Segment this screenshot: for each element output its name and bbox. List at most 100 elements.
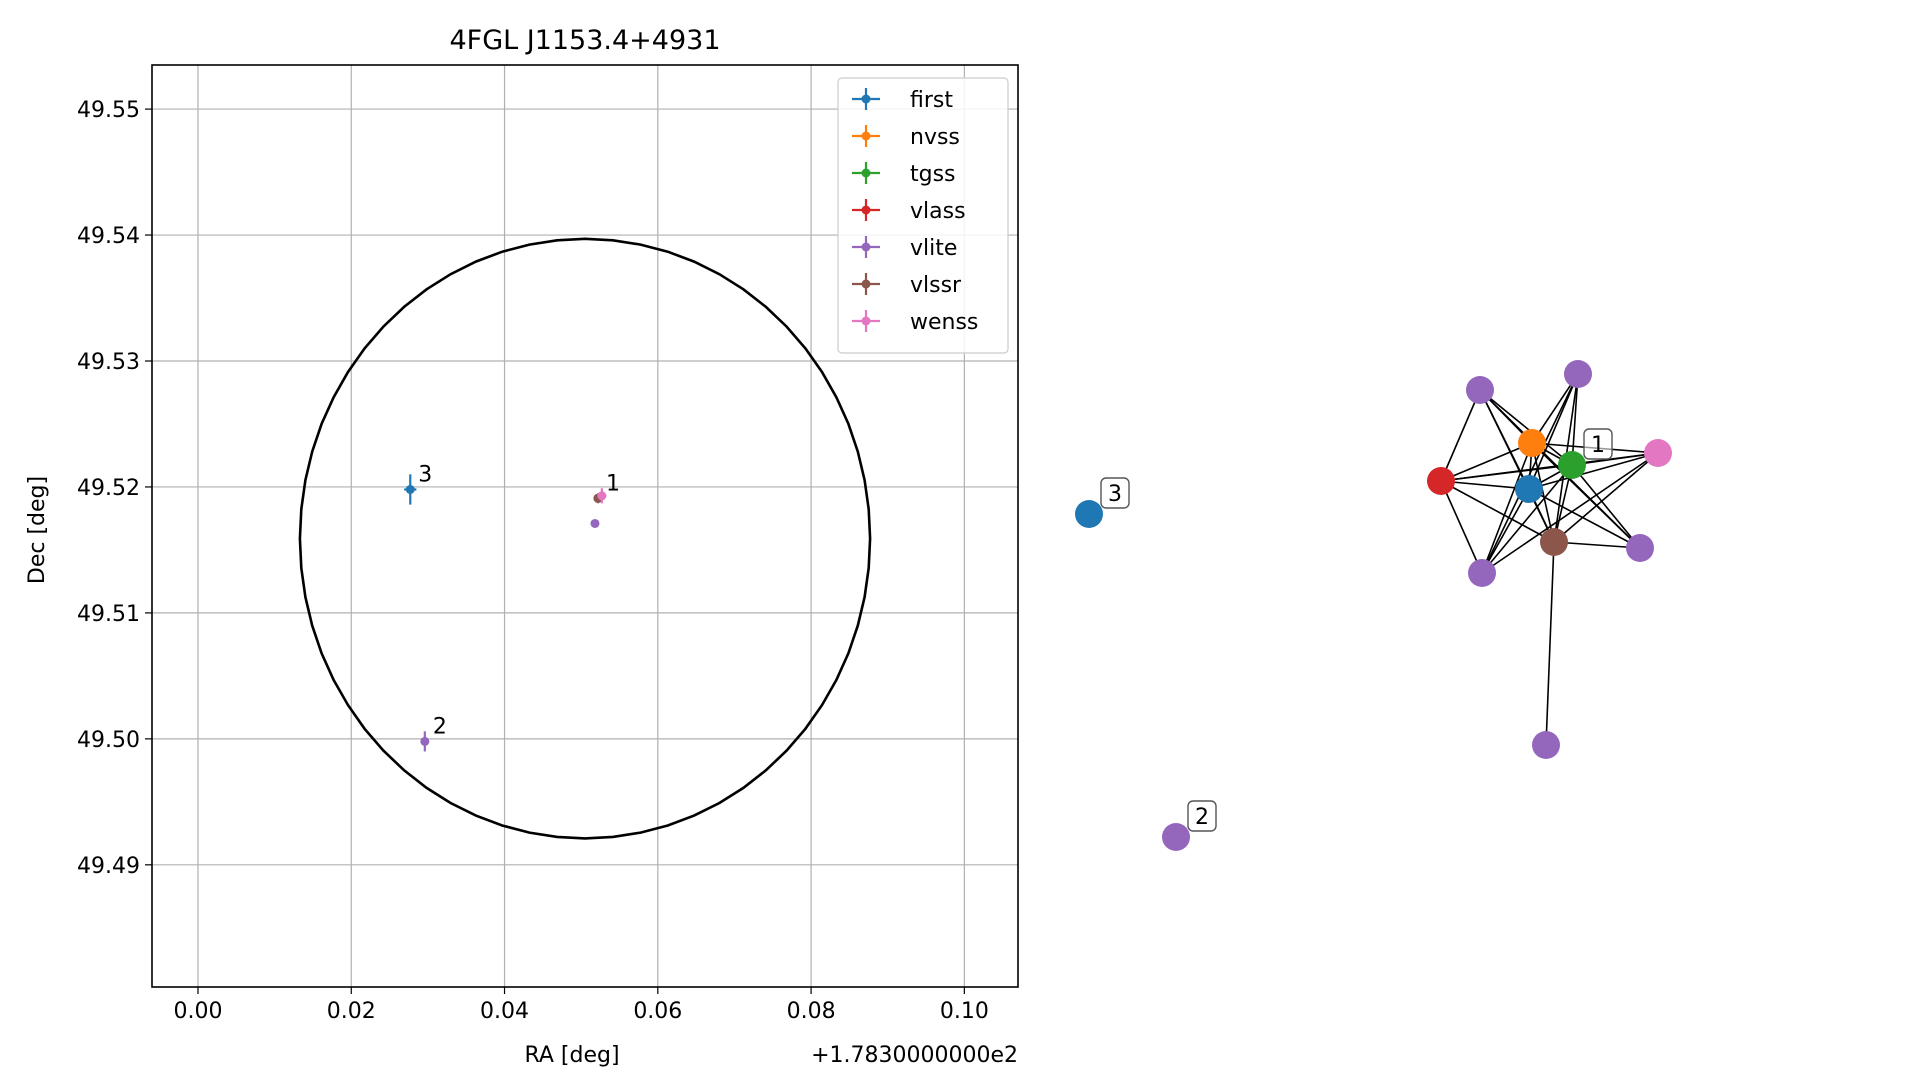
- y-axis-ticks: 49.49 49.50 49.51 49.52 49.53 49.54 49.55: [77, 98, 152, 879]
- network-label-box: [1583, 428, 1613, 460]
- point-marker: [420, 736, 430, 746]
- network-nodes: [1075, 360, 1672, 851]
- error-ellipse-layer: [298, 237, 872, 840]
- legend-marker: [861, 316, 871, 326]
- network-labels: 1 3 2: [1100, 428, 1613, 832]
- network-node-vlite_e: [1532, 731, 1560, 759]
- data-point-wenss: [597, 488, 607, 504]
- legend-box: [837, 77, 1009, 354]
- y-tick-label: 49.49: [77, 854, 140, 879]
- x-tick-label: 0.04: [480, 999, 529, 1024]
- error-ellipse: [298, 237, 872, 840]
- legend-label: tgss: [910, 162, 956, 187]
- y-tick-label: 49.54: [77, 224, 140, 249]
- network-node-first: [1515, 475, 1543, 503]
- x-tick-label: 0.10: [940, 999, 989, 1024]
- network-label-box: [1100, 477, 1130, 509]
- y-axis-label: Dec [deg]: [25, 476, 50, 584]
- network-edge: [1481, 373, 1579, 574]
- x-axis-offset-label: +1.7830000000e2: [811, 1043, 1018, 1068]
- legend-marker: [861, 205, 871, 215]
- network-label: 3: [1100, 477, 1130, 509]
- network-node-vlite_d: [1626, 534, 1654, 562]
- plot-frame: [151, 64, 1019, 988]
- network-edge: [1440, 442, 1533, 482]
- legend-entry-nvss: nvss: [852, 125, 960, 150]
- network-node-iso3: [1075, 500, 1103, 528]
- network-edge: [1479, 389, 1573, 466]
- network-edge: [1528, 452, 1659, 490]
- network-node-vlite_a: [1466, 376, 1494, 404]
- data-point-vlite: [420, 731, 430, 752]
- network-label-text: 1: [1591, 433, 1605, 458]
- network-label-text: 3: [1108, 482, 1122, 507]
- point-marker: [597, 491, 607, 501]
- network-edge: [1571, 464, 1641, 549]
- network-edges: [1440, 373, 1659, 746]
- legend-entry-vlite: vlite: [852, 236, 957, 261]
- x-tick-label: 0.08: [787, 999, 836, 1024]
- legend-label: vlite: [910, 236, 957, 261]
- chart-title: 4FGL J1153.4+4931: [449, 25, 720, 56]
- legend-marker: [861, 94, 871, 104]
- network-node-vlssr: [1540, 528, 1568, 556]
- x-tick-label: 0.02: [327, 999, 376, 1024]
- network-edge: [1440, 389, 1481, 482]
- network-node-wenss: [1644, 439, 1672, 467]
- scatter-plot: 1 2 3 0.00 0.02 0.04 0.06 0.08 0.10 49.49 49.50 4…: [77, 64, 1019, 1024]
- point-annotation: 3: [418, 462, 432, 487]
- network-label: 1: [1583, 428, 1613, 460]
- legend-entry-wenss: wenss: [852, 310, 978, 335]
- network-label-text: 2: [1195, 805, 1209, 830]
- data-points: [404, 474, 607, 752]
- legend-marker: [861, 168, 871, 178]
- legend-entry-vlssr: vlssr: [852, 273, 962, 298]
- data-point-vlite: [590, 518, 600, 528]
- point-annotation: 2: [433, 714, 447, 739]
- point-marker: [405, 484, 415, 494]
- network-node-vlass: [1427, 467, 1455, 495]
- network-edge: [1481, 464, 1573, 574]
- network-edge: [1440, 480, 1555, 543]
- x-tick-label: 0.06: [633, 999, 682, 1024]
- network-edge: [1553, 452, 1659, 543]
- network-edge: [1528, 488, 1641, 549]
- point-annotations: 1 2 3: [418, 462, 620, 739]
- network-node-vlite_c: [1468, 559, 1496, 587]
- x-axis-ticks: 0.00 0.02 0.04 0.06 0.08 0.10: [173, 987, 989, 1024]
- data-point-first: [404, 474, 417, 505]
- legend-marker: [861, 279, 871, 289]
- network-edge: [1440, 480, 1483, 574]
- y-tick-label: 49.55: [77, 98, 140, 123]
- network-graph: 1 3 2: [1075, 360, 1672, 851]
- point-marker: [590, 518, 600, 528]
- legend-label: nvss: [910, 125, 960, 150]
- network-edge: [1481, 488, 1530, 574]
- legend-entry-first: first: [852, 88, 953, 113]
- network-edge: [1440, 452, 1659, 482]
- network-node-iso2: [1162, 823, 1190, 851]
- legend-label: vlass: [910, 199, 966, 224]
- network-node-nvss: [1518, 429, 1546, 457]
- y-tick-label: 49.52: [77, 476, 140, 501]
- legend-entry-tgss: tgss: [852, 162, 956, 187]
- network-node-tgss: [1558, 451, 1586, 479]
- y-tick-label: 49.50: [77, 728, 140, 753]
- x-tick-label: 0.00: [173, 999, 222, 1024]
- legend-label: wenss: [910, 310, 978, 335]
- legend-label: first: [910, 88, 953, 113]
- point-annotation: 1: [606, 471, 620, 496]
- network-edge: [1481, 442, 1533, 574]
- legend-label: vlssr: [910, 273, 962, 298]
- network-edge: [1571, 373, 1579, 466]
- network-label: 2: [1187, 800, 1217, 832]
- y-tick-label: 49.53: [77, 350, 140, 375]
- network-edge: [1481, 452, 1659, 574]
- network-edge: [1545, 541, 1555, 746]
- legend-marker: [861, 131, 871, 141]
- network-node-vlite_b: [1564, 360, 1592, 388]
- legend-entry-vlass: vlass: [852, 199, 966, 224]
- network-edge: [1479, 389, 1555, 543]
- network-edge: [1553, 541, 1641, 549]
